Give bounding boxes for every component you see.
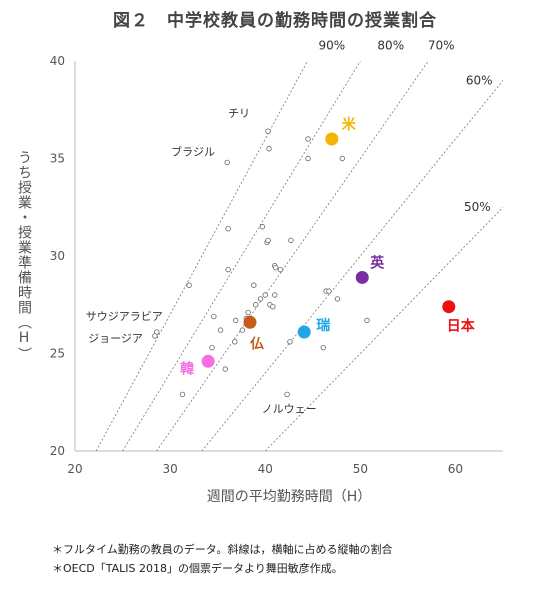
highlight-point [325,132,339,146]
data-point [152,333,158,339]
data-point [253,302,259,308]
data-point [334,296,341,302]
ratio-line [95,61,308,451]
data-point [326,288,332,294]
data-point [266,146,272,152]
point-label: ブラジル [171,144,215,158]
point-label: チリ [228,107,250,120]
data-point [209,344,215,351]
highlight-point [243,315,257,329]
highlight-point [355,270,369,284]
ratio-line [156,61,429,451]
x-axis-label: 週間の平均勤務時間（H） [207,489,372,505]
data-point [265,237,271,244]
data-point [288,237,294,244]
data-point [251,282,257,288]
footnote-1: ＊フルタイム勤務の教員のデータ。斜線は，横軸に占める縦軸の割合 [52,543,393,556]
ratio-line [122,61,361,451]
footnote-2: ＊OECD「TALIS 2018」の個票データより舞田敏彦作成。 [52,562,343,575]
data-point [222,366,228,372]
data-point [284,391,290,398]
data-point [272,265,279,271]
data-point [224,159,230,166]
point-label: サウジアラビア [86,310,163,323]
data-point [287,339,293,345]
data-point [320,344,326,351]
ratio-line-label: 60% [466,73,493,87]
highlight-point [297,325,311,339]
data-point [225,266,231,273]
data-point [179,391,186,398]
point-label: ジョージア [88,332,143,345]
y-tick-label: 20 [50,444,65,458]
y-tick-label: 35 [50,152,65,166]
data-point [305,155,311,162]
data-point [186,282,192,288]
highlight-label: 英 [369,254,385,271]
ratio-line [264,206,503,451]
highlight-label: 米 [342,116,357,133]
ratio-line-label: 50% [464,200,491,214]
y-tick-label: 40 [50,54,65,68]
footnotes: ＊フルタイム勤務の教員のデータ。斜線は，横軸に占める縦軸の割合 ＊OECD「TA… [52,540,392,578]
data-point [339,155,345,162]
data-point [277,266,284,273]
highlight-label: 瑞 [316,317,330,334]
data-point [233,317,239,324]
data-point [272,292,278,298]
data-point [364,317,370,324]
data-point [270,304,276,310]
data-point [225,225,231,232]
x-tick-label: 60 [448,462,463,476]
ratio-line-label: 80% [377,38,404,52]
point-label: ノルウェー [262,402,317,415]
ratio-line-label: 90% [318,38,345,52]
highlight-label: 仏 [250,336,264,352]
data-point [259,224,266,230]
y-tick-label: 30 [50,249,65,263]
data-point [257,296,264,302]
data-point [245,309,251,316]
data-point [305,136,311,142]
x-tick-label: 20 [67,462,82,476]
data-point [239,327,246,333]
ratio-line-label: 70% [428,38,455,52]
data-point [262,292,268,298]
highlight-point [201,354,215,368]
chart-title: 図２ 中学校教員の勤務時間の授業割合 [113,11,437,31]
data-point [232,339,238,345]
highlight-label: 韓 [180,360,194,377]
highlight-label: 日本 [447,318,476,335]
x-tick-label: 40 [258,462,273,476]
highlight-point [442,300,456,314]
data-point [217,327,224,333]
y-tick-label: 25 [50,347,65,361]
data-point [265,128,271,134]
x-tick-label: 50 [353,462,368,476]
data-point [211,313,217,320]
x-tick-label: 30 [162,462,177,476]
y-axis-label: うち授業・授業準備時間（H） [16,150,32,362]
